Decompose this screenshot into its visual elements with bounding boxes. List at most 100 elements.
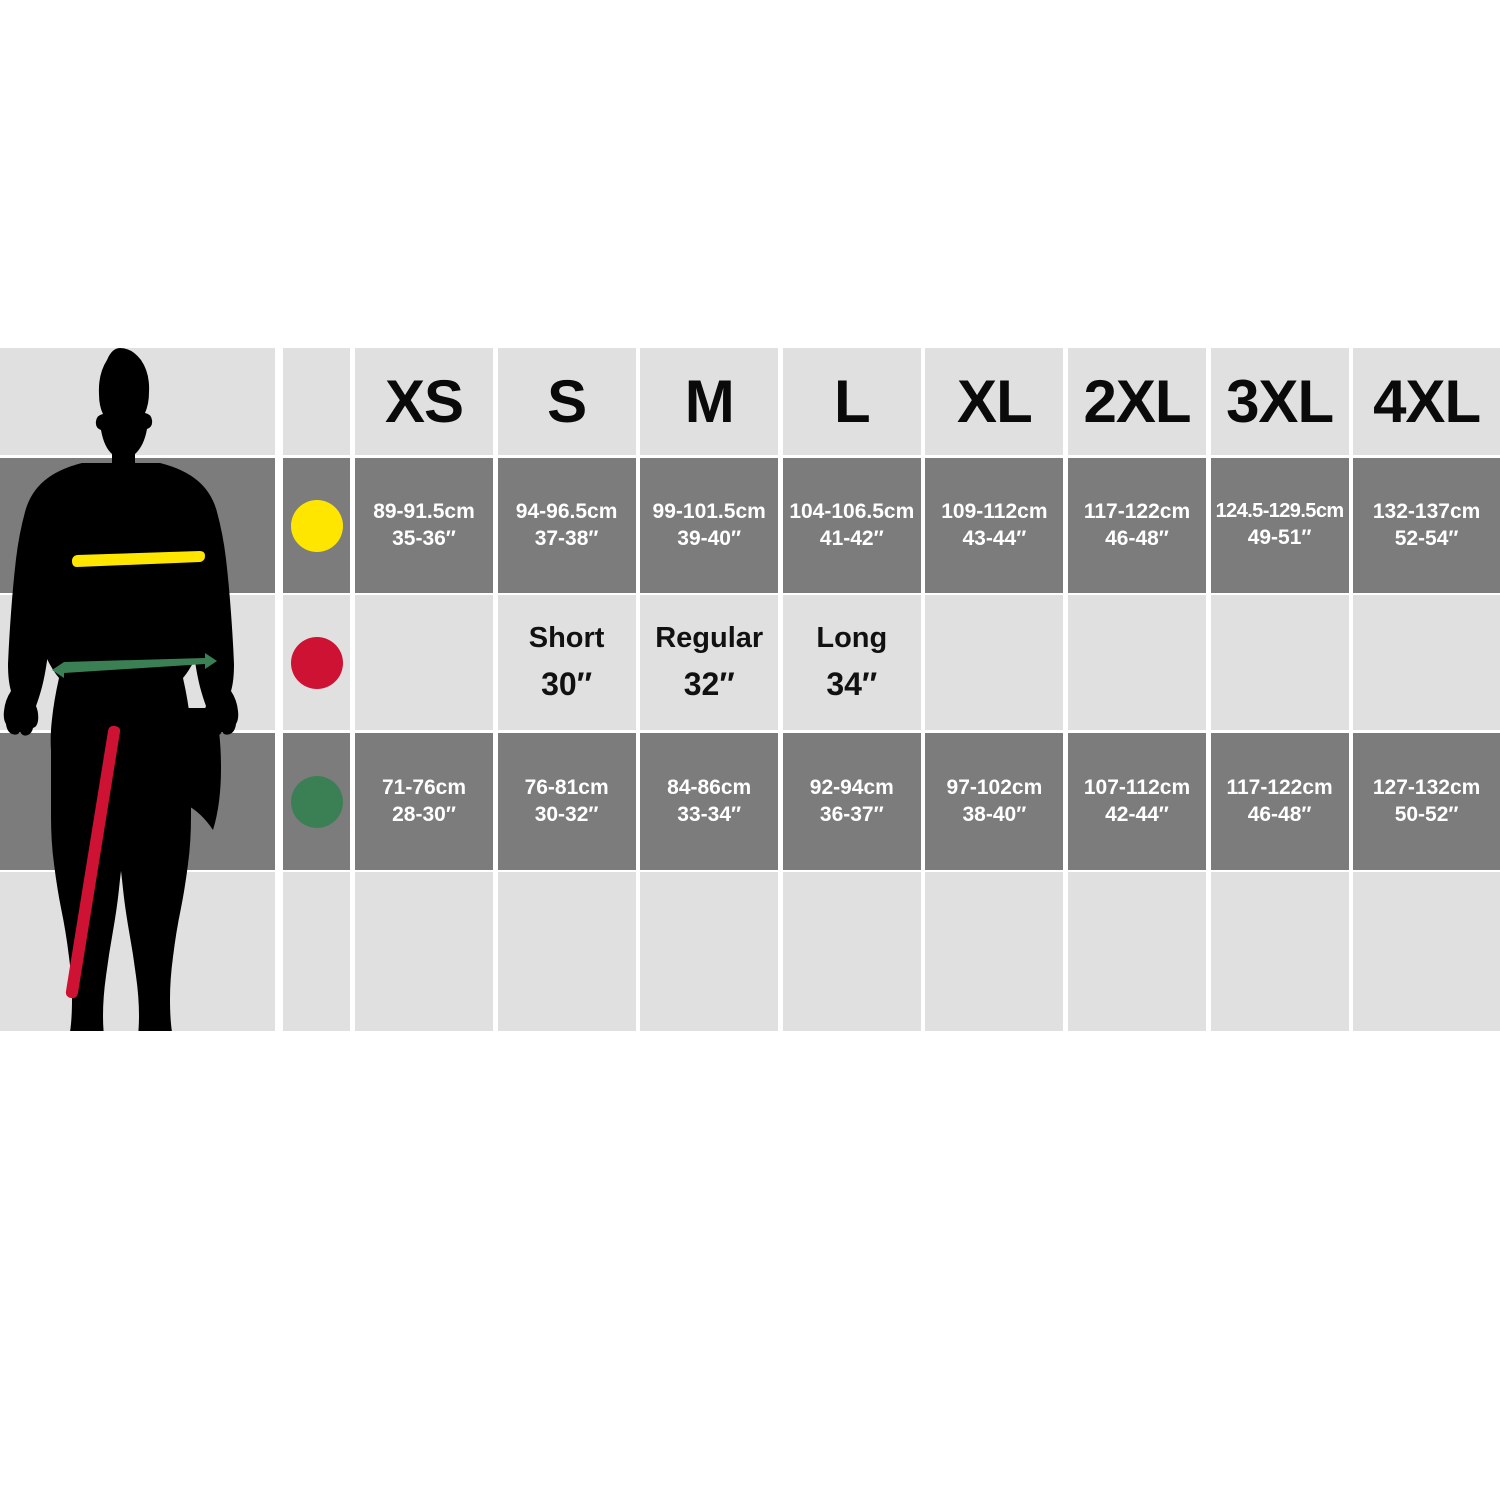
size-header-s: S	[497, 348, 636, 455]
inseam-value-primary: Long	[816, 622, 888, 655]
chest-cell-3xl: 124.5-129.5cm 49-51″	[1210, 458, 1349, 593]
waist-value: 97-102cm 38-40″	[947, 775, 1043, 829]
waist-value-primary: 127-132cm	[1372, 775, 1481, 799]
waist-value-primary: 117-122cm	[1226, 775, 1333, 799]
chest-value: 124.5-129.5cm 49-51″	[1216, 499, 1344, 551]
spacer-cell-s	[497, 872, 636, 1031]
inseam-value-primary: Short	[528, 622, 605, 655]
waist-value: 76-81cm 30-32″	[525, 775, 609, 829]
spacer-cell-4xl	[1353, 872, 1500, 1031]
waist-value-secondary: 30-32″	[534, 802, 599, 826]
chest-value: 104-106.5cm 41-42″	[789, 499, 914, 553]
spacer-cell-xl	[925, 872, 1064, 1031]
chest-value: 109-112cm 43-44″	[941, 499, 1047, 553]
waist-value: 107-112cm 42-44″	[1084, 775, 1190, 829]
size-header-label: 2XL	[1083, 367, 1191, 435]
inseam-value: Short 30″	[529, 620, 605, 704]
size-header-label: 4XL	[1373, 367, 1481, 435]
chest-cell-xs: 89-91.5cm 35-36″	[355, 458, 493, 593]
waist-dot	[290, 775, 343, 828]
chest-value-primary: 99-101.5cm	[652, 499, 766, 523]
size-header-label: L	[833, 367, 871, 435]
chest-value: 117-122cm 46-48″	[1084, 499, 1190, 553]
waist-value-secondary: 28-30″	[392, 802, 456, 826]
waist-cell-4xl: 127-132cm 50-52″	[1353, 733, 1500, 870]
chest-value-secondary: 41-42″	[819, 526, 884, 550]
size-header-2xl: 2XL	[1068, 348, 1206, 455]
chest-value-secondary: 39-40″	[677, 526, 742, 550]
waist-cell-xs: 71-76cm 28-30″	[355, 733, 493, 870]
inseam-cell-2xl	[1068, 595, 1206, 730]
chest-dot	[290, 499, 343, 552]
waist-value: 92-94cm 36-37″	[810, 775, 894, 829]
inseam-cell-l: Long 34″	[782, 595, 921, 730]
chest-value-primary: 94-96.5cm	[515, 499, 618, 523]
legend-footer-cell	[283, 872, 350, 1031]
legend-cell-chest	[283, 458, 350, 593]
size-chart: XS 89-91.5cm 35-36″ 71-76cm 28-30″ S 94-96.5cm…	[0, 348, 1500, 1031]
chest-cell-xl: 109-112cm 43-44″	[925, 458, 1064, 593]
waist-value-primary: 92-94cm	[809, 775, 894, 799]
spacer-cell-2xl	[1068, 872, 1206, 1031]
chest-cell-4xl: 132-137cm 52-54″	[1353, 458, 1500, 593]
legend-header-cell	[283, 348, 350, 455]
inseam-value-secondary: 32″	[683, 665, 735, 702]
chest-value: 94-96.5cm 37-38″	[516, 499, 618, 553]
waist-value: 127-132cm 50-52″	[1373, 775, 1480, 829]
size-header-l: L	[782, 348, 921, 455]
chest-value-primary: 104-106.5cm	[789, 499, 915, 523]
inseam-cell-3xl	[1210, 595, 1349, 730]
size-header-xs: XS	[355, 348, 493, 455]
waist-value-primary: 71-76cm	[381, 775, 467, 799]
waist-value-secondary: 38-40″	[962, 802, 1027, 826]
waist-value-secondary: 33-34″	[677, 802, 742, 826]
inseam-cell-s: Short 30″	[497, 595, 636, 730]
spacer-cell-3xl	[1210, 872, 1349, 1031]
chest-cell-l: 104-106.5cm 41-42″	[782, 458, 921, 593]
chest-value-secondary: 35-36″	[392, 526, 456, 550]
waist-value-secondary: 42-44″	[1105, 802, 1169, 826]
size-header-label: XS	[384, 367, 464, 435]
chest-value-primary: 132-137cm	[1372, 499, 1481, 523]
waist-cell-2xl: 107-112cm 42-44″	[1068, 733, 1206, 870]
inseam-value: Regular 32″	[655, 620, 763, 704]
spacer-cell-m	[640, 872, 779, 1031]
inseam-cell-xs	[355, 595, 493, 730]
chest-measure-band	[72, 551, 205, 567]
chest-value-primary: 124.5-129.5cm	[1215, 500, 1344, 523]
waist-cell-m: 84-86cm 33-34″	[640, 733, 779, 870]
waist-value-primary: 84-86cm	[667, 775, 752, 799]
size-header-label: 3XL	[1226, 367, 1334, 435]
waist-value-secondary: 50-52″	[1394, 802, 1459, 826]
size-header-4xl: 4XL	[1353, 348, 1500, 455]
size-header-3xl: 3XL	[1210, 348, 1349, 455]
spacer-cell-xs	[355, 872, 493, 1031]
waist-value: 84-86cm 33-34″	[667, 775, 751, 829]
legend-cell-waist	[283, 733, 350, 870]
waist-cell-xl: 97-102cm 38-40″	[925, 733, 1064, 870]
inseam-value-secondary: 34″	[826, 665, 878, 702]
waist-value-primary: 76-81cm	[524, 775, 609, 799]
waist-value: 117-122cm 46-48″	[1226, 775, 1332, 829]
inseam-cell-xl	[925, 595, 1064, 730]
size-header-xl: XL	[925, 348, 1064, 455]
inseam-cell-4xl	[1353, 595, 1500, 730]
waist-value-primary: 97-102cm	[946, 775, 1043, 799]
chest-value: 99-101.5cm 39-40″	[653, 499, 766, 553]
inseam-value-primary: Regular	[655, 622, 764, 655]
waist-value: 71-76cm 28-30″	[382, 775, 466, 829]
waist-cell-3xl: 117-122cm 46-48″	[1210, 733, 1349, 870]
chest-value-primary: 117-122cm	[1083, 499, 1191, 523]
chest-cell-m: 99-101.5cm 39-40″	[640, 458, 779, 593]
size-header-m: M	[640, 348, 779, 455]
inseam-value-secondary: 30″	[541, 665, 593, 702]
waist-cell-l: 92-94cm 36-37″	[782, 733, 921, 870]
chest-value-primary: 89-91.5cm	[373, 499, 475, 523]
size-header-label: S	[547, 367, 587, 435]
size-header-label: XL	[957, 367, 1033, 435]
chest-value-secondary: 43-44″	[962, 526, 1027, 550]
chest-value-secondary: 52-54″	[1394, 526, 1459, 550]
chest-cell-2xl: 117-122cm 46-48″	[1068, 458, 1206, 593]
waist-value-primary: 107-112cm	[1083, 775, 1191, 799]
size-header-label: M	[684, 367, 735, 435]
